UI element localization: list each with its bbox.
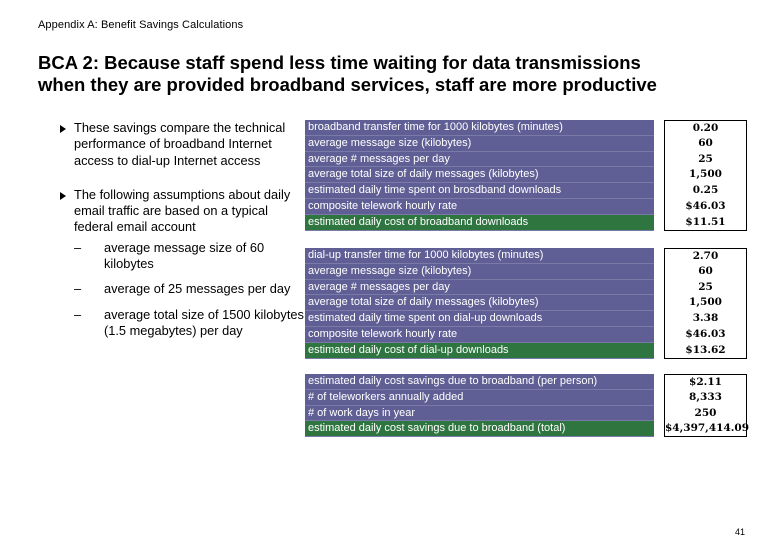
title-line-2: when they are provided broadband service… [38,74,657,95]
row-value: 1,500 [664,295,747,312]
row-label: # of work days in year [305,405,654,422]
table-row: average total size of daily messages (ki… [305,295,747,312]
bullet-text: The following assumptions about daily em… [74,186,291,235]
slide-title: BCA 2: Because staff spend less time wai… [38,52,758,96]
table-row: # of teleworkers annually added 8,333 [305,389,747,406]
table-row-total: estimated daily cost of dial-up download… [305,342,747,359]
table-row-total: estimated daily cost savings due to broa… [305,421,749,438]
triangle-right-icon [60,191,66,200]
row-label: estimated daily cost of dial-up download… [305,342,654,359]
savings-table: estimated daily cost savings due to broa… [305,374,749,438]
row-value: 1,500 [664,167,747,184]
row-label: average total size of daily messages (ki… [305,295,654,312]
table-row: broadband transfer time for 1000 kilobyt… [305,120,747,136]
row-value: 3.38 [664,311,747,327]
bullet-comparison: These savings compare the technical perf… [60,120,305,169]
row-value: $46.03 [664,326,747,343]
dash-icon: – [74,239,82,255]
table-row: average # messages per day 25 [305,279,747,296]
sub-bullet: – average message size of 60 kilobytes [74,240,305,273]
table-row: average message size (kilobytes) 60 [305,135,747,152]
row-label: average # messages per day [305,151,654,168]
row-value: 25 [664,151,747,168]
table-row: dial-up transfer time for 1000 kilobytes… [305,248,747,264]
row-value: 60 [664,135,747,152]
title-line-1: BCA 2: Because staff spend less time wai… [38,52,641,73]
sub-bullet: – average of 25 messages per day [74,281,305,297]
bullet-assumptions: The following assumptions about daily em… [60,187,305,339]
row-label: estimated daily cost of broadband downlo… [305,214,654,231]
table-row: estimated daily time spent on dial-up do… [305,311,747,327]
dialup-table: dial-up transfer time for 1000 kilobytes… [305,248,747,359]
row-label: broadband transfer time for 1000 kilobyt… [305,120,654,136]
row-label: composite telework hourly rate [305,326,654,343]
row-label: estimated daily time spent on brosdband … [305,183,654,199]
sub-bullet: – average total size of 1500 kilobytes (… [74,307,305,340]
broadband-table: broadband transfer time for 1000 kilobyt… [305,120,747,231]
row-label: average message size (kilobytes) [305,263,654,280]
row-value: 60 [664,263,747,280]
sub-bullet-list: – average message size of 60 kilobytes –… [74,240,305,339]
table-row: composite telework hourly rate $46.03 [305,198,747,215]
table-row: composite telework hourly rate $46.03 [305,326,747,343]
appendix-header: Appendix A: Benefit Savings Calculations [38,19,244,31]
row-value: 0.20 [664,120,747,136]
row-value: $4,397,414.09 [664,421,749,438]
row-label: composite telework hourly rate [305,198,654,215]
row-label: average total size of daily messages (ki… [305,167,654,184]
row-label: # of teleworkers annually added [305,389,654,406]
row-label: average # messages per day [305,279,654,296]
table-row: # of work days in year 250 [305,405,747,422]
bullet-list: These savings compare the technical perf… [60,120,305,357]
page-number: 41 [735,527,746,537]
row-label: average message size (kilobytes) [305,135,654,152]
sub-bullet-text: average message size of 60 kilobytes [104,239,265,272]
table-row: average message size (kilobytes) 60 [305,263,747,280]
sub-bullet-text: average of 25 messages per day [104,281,291,297]
triangle-right-icon [60,125,66,133]
bullet-text: These savings compare the technical perf… [74,120,286,168]
row-value: 0.25 [664,183,747,199]
row-label: dial-up transfer time for 1000 kilobytes… [305,248,654,264]
table-row: average total size of daily messages (ki… [305,167,747,184]
row-value: 250 [664,405,747,422]
table-row: average # messages per day 25 [305,151,747,168]
dash-icon: – [74,281,82,297]
table-row: estimated daily cost savings due to broa… [305,374,747,390]
dash-icon: – [74,306,82,322]
row-value: $46.03 [664,198,747,215]
table-row: estimated daily time spent on brosdband … [305,183,747,199]
row-value: 8,333 [664,389,747,406]
row-value: $11.51 [664,214,747,231]
row-value: 2.70 [664,248,747,264]
row-label: estimated daily time spent on dial-up do… [305,311,654,327]
table-row-total: estimated daily cost of broadband downlo… [305,214,747,231]
row-value: $13.62 [664,342,747,359]
sub-bullet-text: average total size of 1500 kilobytes (1.… [104,306,304,338]
row-label: estimated daily cost savings due to broa… [305,421,654,438]
row-label: estimated daily cost savings due to broa… [305,374,654,390]
row-value: 25 [664,279,747,296]
row-value: $2.11 [664,374,747,390]
